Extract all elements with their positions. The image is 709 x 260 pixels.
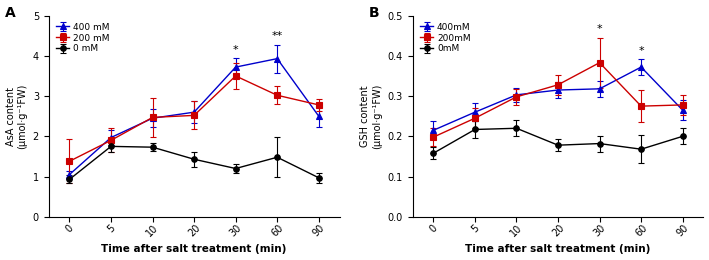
Y-axis label: GSH content
(μmol·g⁻¹FW): GSH content (μmol·g⁻¹FW) [360, 83, 382, 149]
Text: **: ** [272, 31, 283, 41]
Legend: 400mM, 200mM, 0mM: 400mM, 200mM, 0mM [417, 20, 474, 56]
Y-axis label: AsA content
(μmol·g⁻¹FW): AsA content (μmol·g⁻¹FW) [6, 83, 27, 149]
Text: *: * [638, 46, 644, 56]
X-axis label: Time after salt treatment (min): Time after salt treatment (min) [101, 244, 286, 255]
X-axis label: Time after salt treatment (min): Time after salt treatment (min) [465, 244, 651, 255]
Text: *: * [597, 24, 603, 35]
Text: B: B [369, 5, 379, 19]
Text: A: A [5, 5, 16, 19]
Legend: 400 mM, 200 mM, 0 mM: 400 mM, 200 mM, 0 mM [53, 20, 112, 56]
Text: *: * [233, 45, 238, 55]
